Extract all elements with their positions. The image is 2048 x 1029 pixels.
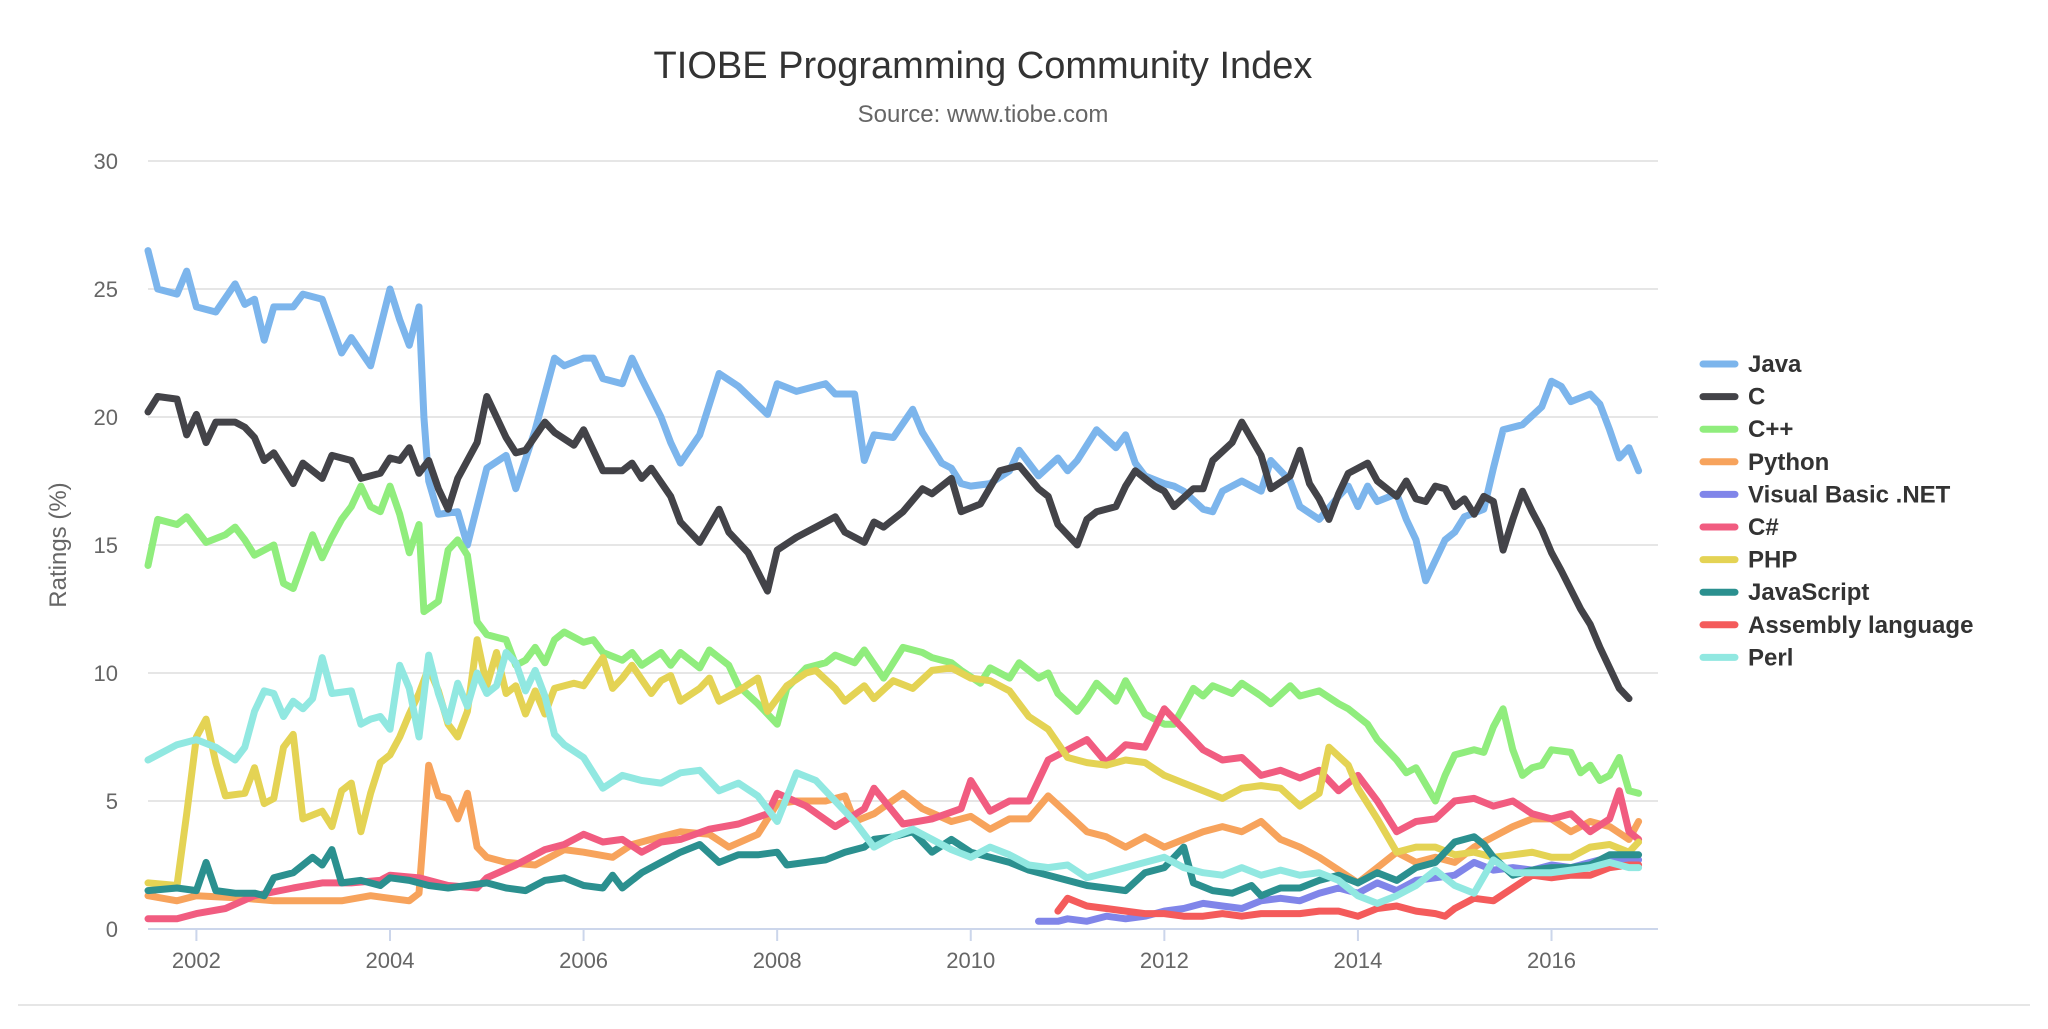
y-tick-label: 15 bbox=[94, 533, 118, 558]
legend-label: C bbox=[1748, 384, 1765, 411]
y-tick-label: 30 bbox=[94, 149, 118, 174]
legend-item-perl[interactable]: Perl bbox=[1699, 644, 1793, 671]
legend[interactable]: Java C C++ Python Visual Basic .NET C# PHP Java… bbox=[1699, 351, 1973, 671]
y-tick-label: 20 bbox=[94, 405, 118, 430]
x-tick-label: 2002 bbox=[172, 948, 221, 973]
legend-item-php[interactable]: PHP bbox=[1699, 547, 1797, 574]
x-tick-label: 2008 bbox=[753, 948, 802, 973]
legend-item-java[interactable]: Java bbox=[1699, 351, 1802, 378]
y-tick-label: 0 bbox=[106, 917, 118, 942]
series-lines bbox=[144, 247, 1643, 925]
gridlines bbox=[148, 160, 1658, 930]
y-tick-label: 5 bbox=[106, 789, 118, 814]
legend-label: C++ bbox=[1748, 416, 1793, 443]
y-tick-label: 25 bbox=[94, 277, 118, 302]
y-axis-ticks: 0 5 10 15 20 25 30 bbox=[94, 149, 118, 942]
legend-item-assembly-language[interactable]: Assembly language bbox=[1699, 612, 1973, 639]
series-line-assembly-language[interactable] bbox=[1054, 861, 1643, 920]
y-tick-label: 10 bbox=[94, 661, 118, 686]
legend-label: Visual Basic .NET bbox=[1748, 481, 1951, 508]
legend-label: PHP bbox=[1748, 547, 1797, 574]
legend-item-python[interactable]: Python bbox=[1699, 449, 1829, 476]
y-axis-label: Ratings (%) bbox=[45, 482, 72, 607]
x-axis-ticks: 2002 2004 2006 2008 2010 2012 2014 2016 bbox=[172, 929, 1576, 973]
legend-label: Assembly language bbox=[1748, 612, 1973, 639]
chart-title: TIOBE Programming Community Index bbox=[654, 45, 1313, 87]
legend-item-visual-basic-net[interactable]: Visual Basic .NET bbox=[1699, 481, 1951, 508]
chart-subtitle: Source: www.tiobe.com bbox=[858, 101, 1109, 128]
series-line-c[interactable] bbox=[144, 482, 1643, 805]
x-tick-label: 2010 bbox=[946, 948, 995, 973]
legend-label: Python bbox=[1748, 449, 1829, 476]
legend-item-c[interactable]: C bbox=[1699, 384, 1765, 411]
legend-label: JavaScript bbox=[1748, 579, 1869, 606]
legend-label: C# bbox=[1748, 514, 1779, 541]
legend-label: Perl bbox=[1748, 644, 1793, 671]
legend-item-javascript[interactable]: JavaScript bbox=[1699, 579, 1869, 606]
x-tick-label: 2004 bbox=[366, 948, 415, 973]
x-tick-label: 2006 bbox=[559, 948, 608, 973]
legend-item-c[interactable]: C# bbox=[1699, 514, 1779, 541]
series-line-c[interactable] bbox=[144, 393, 1633, 703]
legend-item-c[interactable]: C++ bbox=[1699, 416, 1793, 443]
series-line-perl[interactable] bbox=[144, 649, 1643, 907]
legend-label: Java bbox=[1748, 351, 1802, 378]
x-tick-label: 2012 bbox=[1140, 948, 1189, 973]
x-tick-label: 2016 bbox=[1527, 948, 1576, 973]
series-line-php[interactable] bbox=[144, 636, 1643, 889]
x-tick-label: 2014 bbox=[1333, 948, 1382, 973]
series-line-java[interactable] bbox=[144, 247, 1643, 585]
